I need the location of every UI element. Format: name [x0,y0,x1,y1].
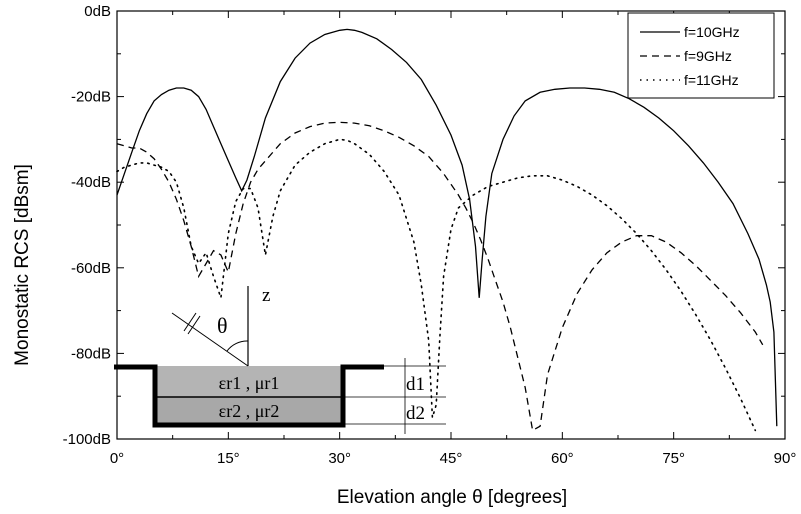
ground-plane-cavity [114,364,384,428]
y-tick-label: -100dB [63,431,111,448]
legend: f=10GHz f=9GHz f=11GHz [627,12,775,99]
plot-frame [116,10,786,440]
legend-label-9ghz: f=9GHz [684,48,732,64]
y-axis-title: Monostatic RCS [dBsm] [12,164,33,366]
legend-label-11ghz: f=11GHz [684,72,739,88]
legend-label-10ghz: f=10GHz [684,24,740,40]
incidence-ray [171,312,249,367]
x-tick-label: 0° [110,450,124,467]
layer-1-material-label: εr1 , μr1 [219,373,280,393]
x-tick-label: 75° [662,450,685,467]
x-tick-label: 60° [551,450,574,467]
layered-cavity-diagram: z θ εr1 , μr1 εr2 , μr2 d1 d2 [114,285,446,434]
tick-labels: 0° 15° 30° 45° 60° 75° 90° 0dB -20dB -40dB -60dB -8… [63,3,797,467]
z-axis-label: z [262,285,270,306]
x-tick-label: 90° [774,450,797,467]
x-tick-label: 30° [328,450,351,467]
d2-label: d2 [406,403,425,424]
axis-ticks [116,10,786,440]
layer-2-material-label: εr2 , μr2 [219,401,280,421]
x-tick-label: 45° [440,450,463,467]
y-tick-label: -80dB [71,345,111,362]
ray-hatch-2 [187,315,201,335]
theta-label: θ [217,313,228,338]
series-line-f10ghz [116,28,778,427]
plot-area [116,28,778,432]
d1-label: d1 [406,374,425,395]
x-axis-title: Elevation angle θ [degrees] [337,487,567,508]
theta-arc [226,340,249,352]
series-line-f9ghz [116,121,764,432]
y-tick-label: 0dB [84,3,111,20]
dielectric-layer-2 [157,397,341,424]
dielectric-layer-1 [157,366,341,397]
ray-hatch-1 [183,312,197,332]
y-tick-label: -20dB [71,89,111,106]
y-tick-label: -40dB [71,174,111,191]
series-line-f11ghz [116,138,757,432]
x-tick-label: 15° [217,450,240,467]
y-tick-label: -60dB [71,260,111,277]
